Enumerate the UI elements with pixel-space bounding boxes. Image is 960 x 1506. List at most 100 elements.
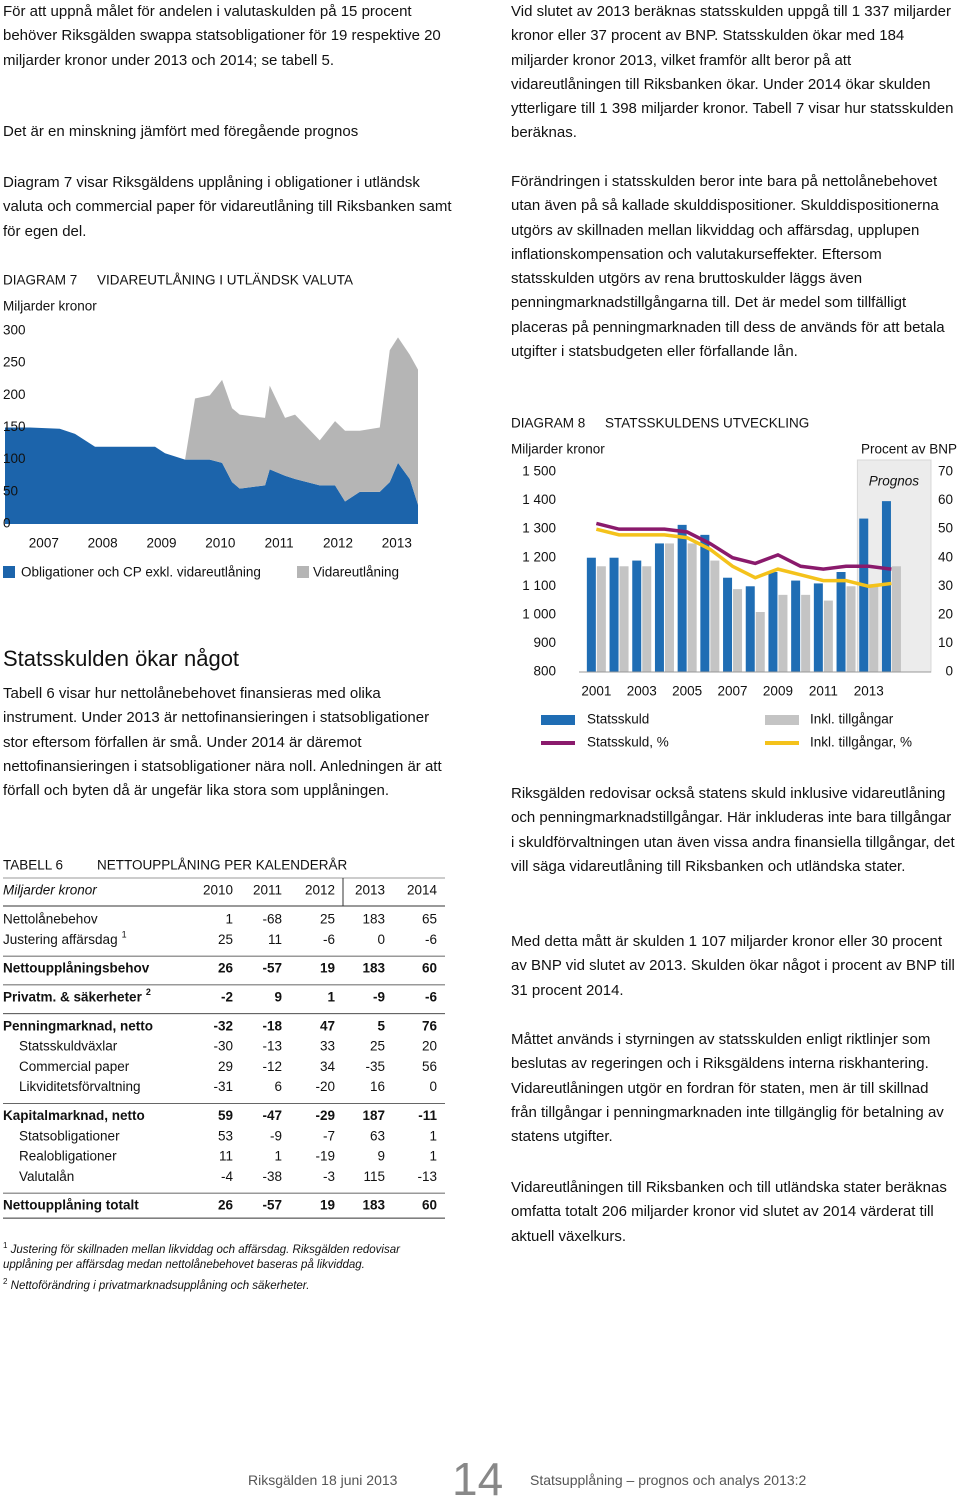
paragraph: Det är en minskning jämfört med föregåen… — [3, 123, 359, 140]
cell: 16 — [370, 1079, 385, 1094]
row-label: Valutalån — [19, 1169, 74, 1184]
cell: 47 — [320, 1018, 335, 1033]
bar — [619, 566, 629, 672]
x-tick-label: 2010 — [205, 536, 235, 551]
bar — [813, 583, 823, 672]
row-label: Statsskuldväxlar — [19, 1039, 118, 1054]
cell: -2 — [221, 989, 233, 1004]
cell: 0 — [377, 932, 385, 947]
line — [595, 521, 892, 571]
bar — [823, 600, 833, 672]
cell: -9 — [373, 989, 385, 1004]
y-tick-label: 250 — [3, 355, 26, 370]
y2-tick-label: 40 — [938, 549, 953, 564]
footnote-text: Justering för skillnaden mellan likvidda… — [3, 1243, 400, 1271]
x-tick-label: 2013 — [382, 536, 412, 551]
cell: 183 — [362, 912, 385, 927]
bar — [768, 572, 778, 672]
x-tick-label: 2007 — [718, 684, 748, 699]
bar — [801, 594, 811, 672]
legend-label: Statsskuld, % — [587, 735, 669, 750]
cell: 9 — [274, 989, 282, 1004]
y-tick-label: 200 — [3, 387, 26, 402]
x-tick-label: 2012 — [323, 536, 353, 551]
y-tick-label: 800 — [533, 664, 556, 679]
cell: -47 — [262, 1108, 282, 1123]
y-axis-label: Miljarder kronor — [511, 442, 605, 457]
line — [595, 527, 892, 589]
x-tick-label: 2001 — [581, 684, 611, 699]
footnote-mark: 2 — [3, 1277, 8, 1286]
cell: 115 — [363, 1169, 385, 1184]
paragraph: Riksgälden redovisar också statens skuld… — [511, 785, 955, 875]
footer-left: Riksgälden 18 juni 2013 — [248, 1472, 398, 1488]
y-tick-label: 300 — [3, 323, 26, 338]
cell: 25 — [320, 912, 335, 927]
y-tick-label: 1 400 — [522, 492, 556, 507]
cell: -13 — [417, 1169, 437, 1184]
cell: 34 — [320, 1059, 336, 1074]
legend-swatch — [297, 566, 309, 578]
row-label: Nettolånebehov — [3, 912, 98, 927]
cell: 11 — [219, 1149, 233, 1164]
legend-swatch — [3, 566, 15, 578]
footer-right: Statsupplåning – prognos och analys 2013… — [530, 1472, 807, 1488]
cell: 26 — [218, 961, 234, 976]
paragraph: Tabell 6 visar hur nettolånebehovet fina… — [3, 685, 442, 800]
table-title: NETTOUPPLÅNING PER KALENDERÅR — [97, 858, 348, 873]
y-axis-label: Miljarder kronor — [3, 299, 97, 314]
cell: -30 — [213, 1039, 233, 1054]
cell: -20 — [315, 1079, 335, 1094]
cell: -13 — [262, 1039, 282, 1054]
section-heading: Statsskulden ökar något — [3, 646, 240, 671]
cell: -31 — [213, 1079, 233, 1094]
paragraph: Med detta mått är skulden 1 107 miljarde… — [511, 933, 955, 999]
footnote: 2 Nettoförändring i privatmarknadsupplån… — [3, 1274, 448, 1294]
cell: 20 — [422, 1039, 437, 1054]
chart: DIAGRAM 7 VIDAREUTLÅNING I UTLÄNDSK VALUT… — [3, 273, 418, 580]
cell: 60 — [422, 1198, 437, 1213]
cell: -32 — [213, 1018, 233, 1033]
bar — [791, 580, 801, 672]
cell: -9 — [270, 1128, 282, 1143]
bar — [755, 612, 765, 672]
bar — [881, 501, 891, 672]
y-tick-label: 1 200 — [522, 549, 556, 564]
y-tick-label: 1 300 — [522, 521, 556, 536]
bar — [654, 543, 664, 672]
bar — [687, 543, 697, 672]
cell: -57 — [262, 1198, 282, 1213]
y2-tick-label: 30 — [938, 578, 953, 593]
cell: -6 — [425, 932, 437, 947]
area — [5, 427, 418, 524]
y2-tick-label: 10 — [938, 635, 953, 650]
y-tick-label: 100 — [3, 451, 26, 466]
legend-swatch — [541, 715, 575, 725]
y2-tick-label: 20 — [938, 606, 953, 621]
bar — [745, 586, 755, 672]
y-tick-label: 1 100 — [522, 578, 556, 593]
row-label: Statsobligationer — [19, 1128, 120, 1143]
cell: 26 — [218, 1198, 234, 1213]
x-tick-label: 2011 — [265, 536, 294, 551]
footnote-text: Nettoförändring i privatmarknadsupplånin… — [10, 1279, 310, 1292]
legend-label: Inkl. tillgångar, % — [810, 735, 912, 750]
cell: 63 — [370, 1128, 385, 1143]
y2-tick-label: 60 — [938, 492, 953, 507]
cell: 1 — [429, 1149, 437, 1164]
bar — [664, 543, 674, 672]
x-tick-label: 2013 — [854, 684, 884, 699]
bar — [859, 518, 869, 672]
cell: -19 — [315, 1149, 335, 1164]
paragraph: Förändringen i statsskulden beror inte b… — [511, 173, 945, 361]
cell: 29 — [218, 1059, 233, 1074]
cell: -68 — [262, 912, 282, 927]
legend-swatch — [765, 715, 799, 725]
cell: 6 — [274, 1079, 282, 1094]
footnote-mark: 1 — [3, 1241, 8, 1250]
cell: 187 — [362, 1108, 385, 1123]
area — [5, 337, 418, 505]
cell: -35 — [365, 1059, 385, 1074]
cell: 25 — [218, 932, 233, 947]
